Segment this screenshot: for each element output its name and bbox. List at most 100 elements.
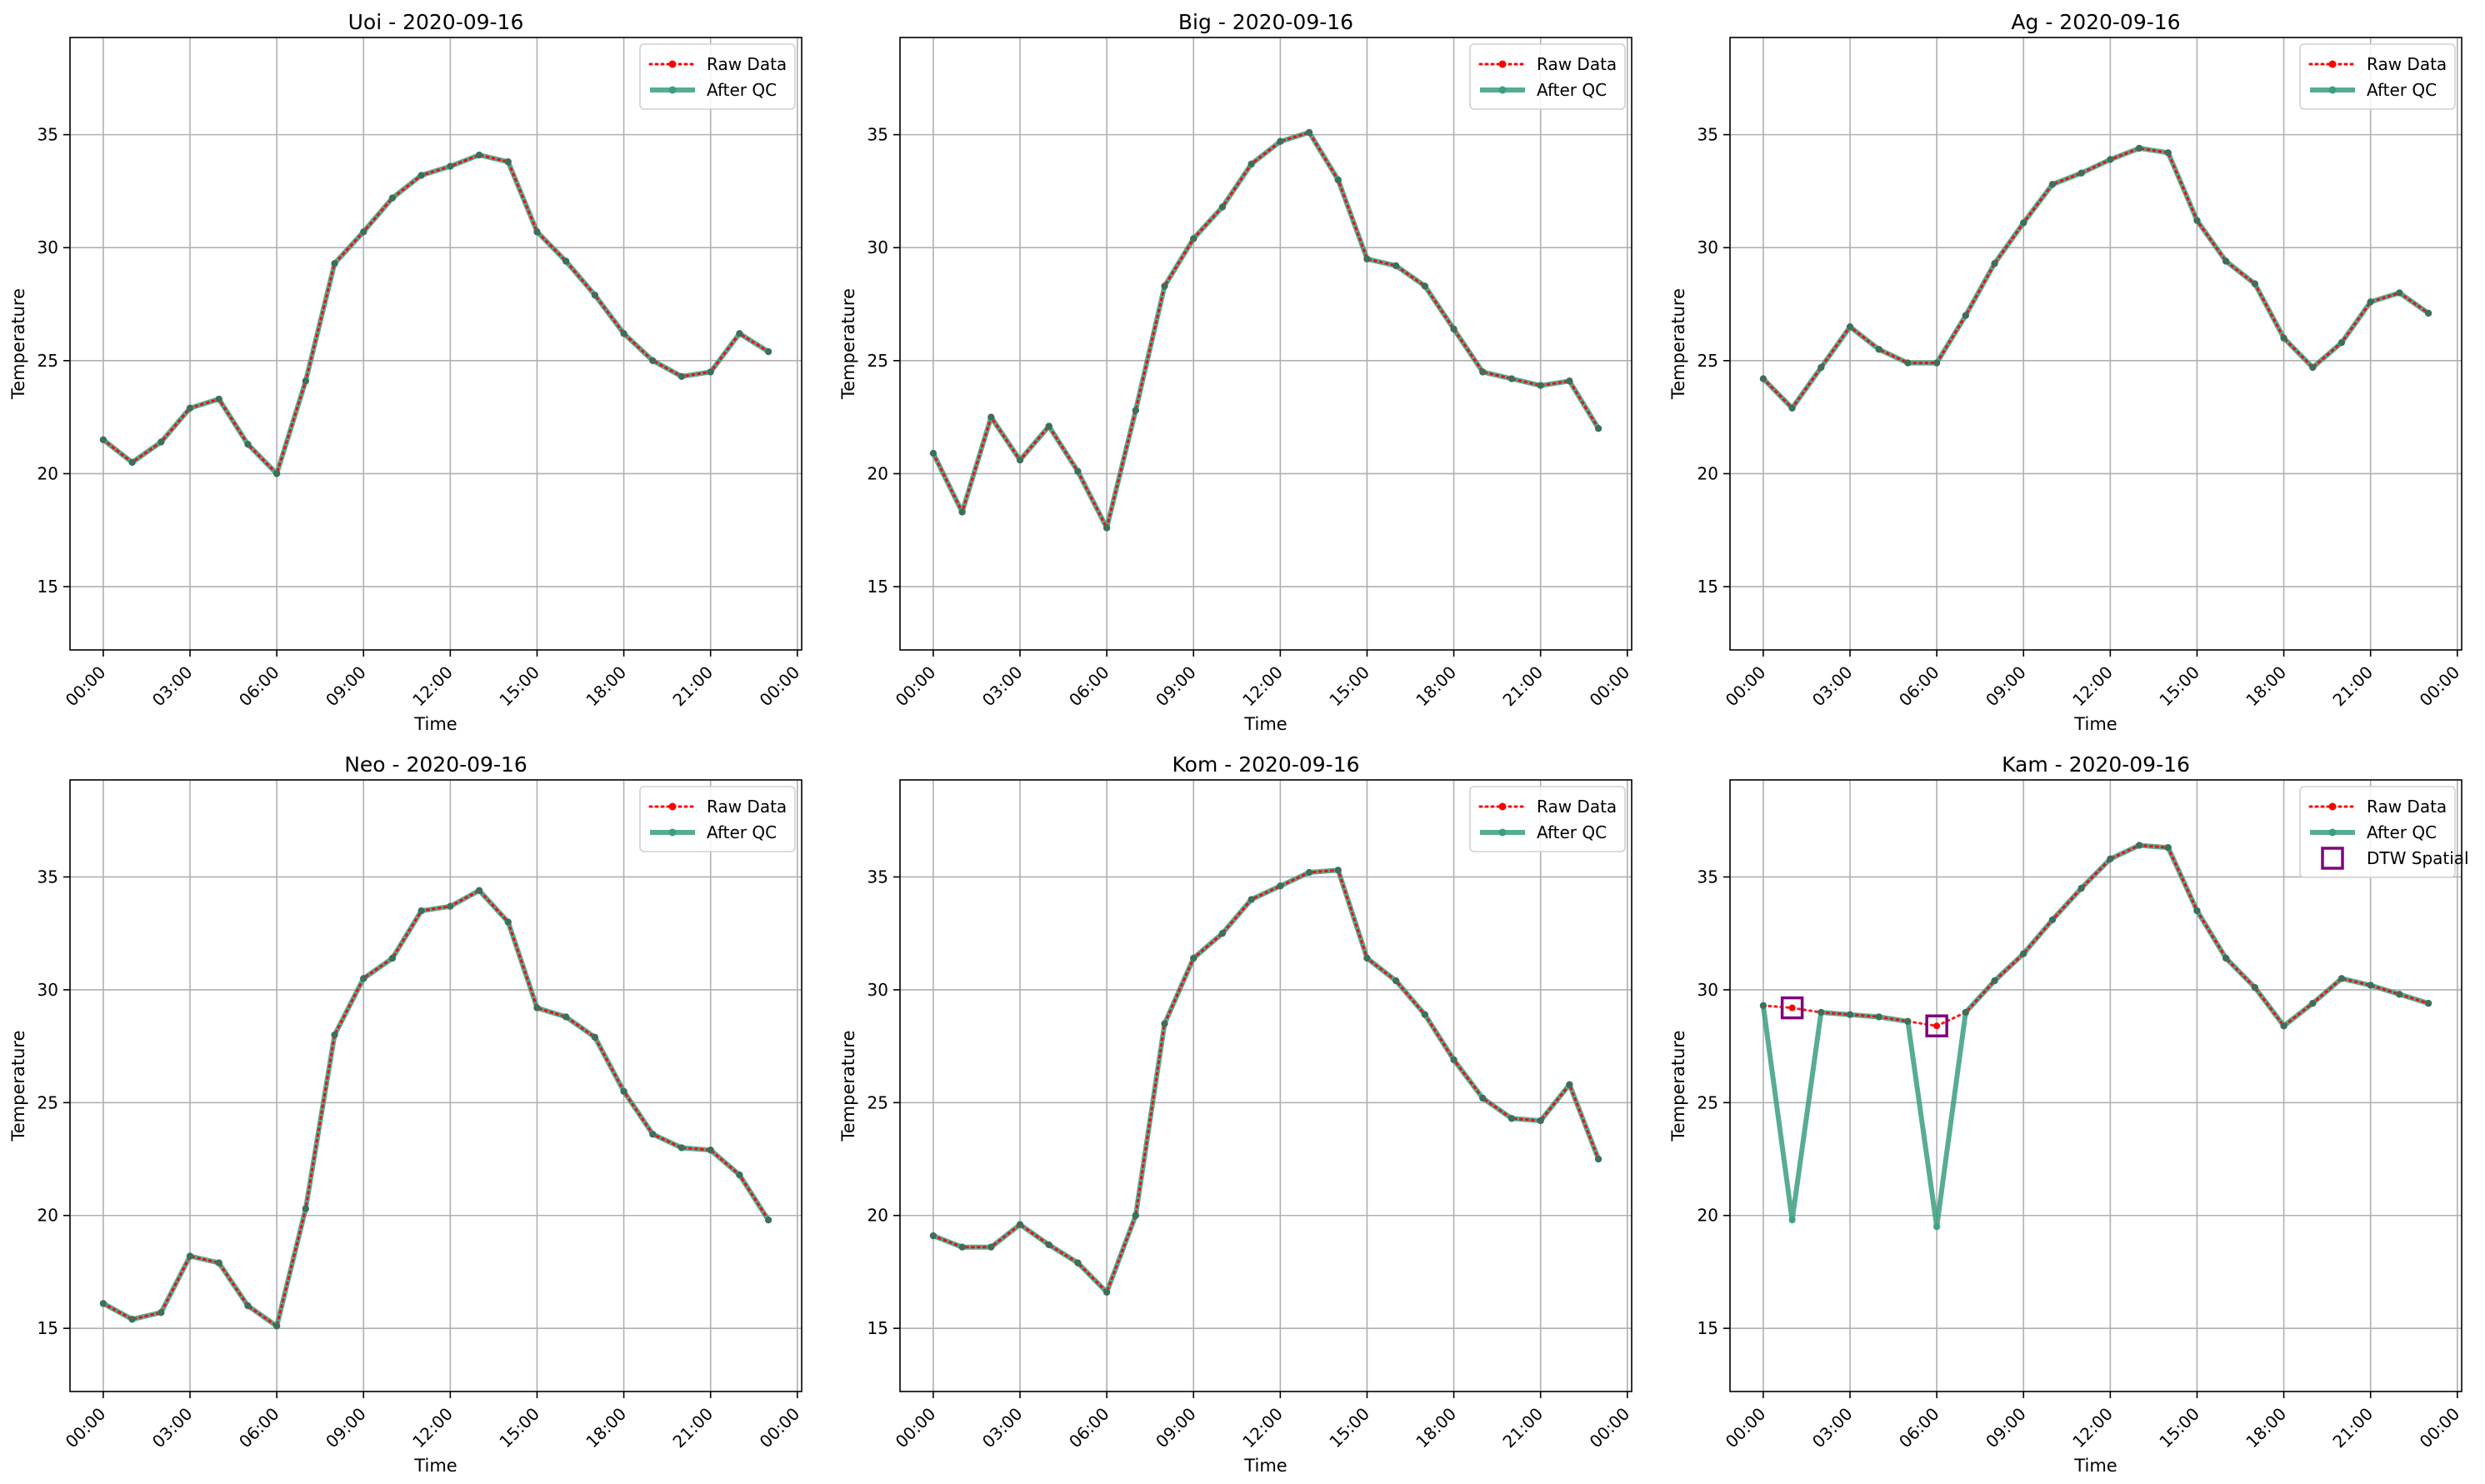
subplot-title: Kam - 2020-09-16 (2002, 752, 2190, 777)
y-tick-label: 25 (868, 1092, 888, 1112)
x-tick-label: 00:00 (892, 662, 940, 711)
axes-frame (69, 779, 802, 1392)
axes-frame (1729, 37, 2462, 651)
legend: Raw Data After QC (1469, 786, 1626, 852)
legend-raw-marker (668, 802, 677, 811)
x-tick-label: 18:00 (1412, 1404, 1460, 1452)
x-tick-label: 06:00 (1065, 662, 1113, 711)
overlap-point (2107, 156, 2114, 163)
x-tick-label: 00:00 (1722, 662, 1770, 711)
x-tick-label: 00:00 (1586, 1404, 1634, 1452)
legend-label: Raw Data (1537, 797, 1617, 817)
x-tick-label: 18:00 (1412, 662, 1460, 711)
subplot-title: Kom - 2020-09-16 (1172, 752, 1360, 777)
legend-qc-marker (1498, 828, 1507, 837)
overlap-point (476, 152, 483, 159)
overlap-point (2078, 169, 2085, 177)
legend: Raw Data After QC (2299, 43, 2456, 110)
x-tick-label: 06:00 (1895, 1404, 1943, 1452)
overlap-point (1788, 404, 1796, 412)
legend-qc-marker (2328, 828, 2337, 837)
x-axis-label: Time (2073, 1456, 2117, 1476)
x-tick-label: 06:00 (235, 662, 283, 711)
overlap-point (958, 1243, 966, 1251)
overlap-point (418, 172, 425, 179)
overlap-point (562, 257, 570, 265)
dtw-spatial-flag (1780, 996, 1804, 1020)
y-tick-label: 20 (1698, 463, 1718, 483)
x-tick-label: 12:00 (408, 662, 457, 711)
overlap-point (1962, 1008, 1969, 1016)
x-tick-label: 03:00 (148, 1404, 197, 1452)
overlap-point (273, 470, 281, 477)
x-tick-label: 03:00 (1808, 1404, 1857, 1452)
overlap-point (418, 907, 425, 915)
overlap-point (1566, 1081, 1573, 1088)
y-tick-label: 35 (1698, 125, 1718, 145)
x-tick-label: 00:00 (2416, 662, 2464, 711)
x-tick-label: 06:00 (1065, 1404, 1113, 1452)
after-qc-line (102, 887, 771, 1329)
x-tick-label: 12:00 (2068, 1404, 2117, 1452)
overlap-point (1759, 375, 1767, 382)
axes-frame (1729, 779, 2462, 1392)
overlap-point (765, 347, 772, 355)
y-axis-label: Temperature (8, 1030, 28, 1142)
x-tick-label: 12:00 (408, 1404, 457, 1452)
x-tick-label: 00:00 (756, 662, 804, 711)
overlap-point (736, 330, 743, 337)
overlap-point (1218, 930, 1226, 937)
overlap-point (273, 1322, 281, 1330)
overlap-point (1392, 262, 1400, 269)
overlap-point (1991, 977, 1998, 985)
after-qc-point (1932, 1223, 1941, 1231)
overlap-point (1045, 422, 1052, 430)
overlap-point (2020, 950, 2028, 957)
overlap-point (591, 292, 598, 299)
x-axis-label: Time (1243, 1456, 1287, 1476)
overlap-point (447, 902, 454, 910)
overlap-point (1479, 368, 1487, 376)
x-tick-label: 09:00 (1152, 1404, 1200, 1452)
legend-flag-swatch (2321, 847, 2344, 870)
overlap-point (2193, 907, 2201, 915)
overlap-point (2280, 1022, 2288, 1030)
legend: Raw Data After QC (1469, 43, 1626, 110)
axes-frame (899, 779, 1632, 1392)
y-tick-label: 30 (1698, 980, 1718, 1000)
overlap-point (1933, 359, 1941, 367)
legend-box (639, 43, 796, 110)
overlap-point (1103, 1288, 1111, 1296)
overlap-point (649, 357, 657, 364)
y-tick-label: 15 (868, 1318, 888, 1338)
subplot-4: Kom - 2020-09-16 00:00 03:00 06:00 09:00 12:0… (838, 752, 1633, 1476)
overlap-point (2222, 954, 2230, 962)
overlap-point (533, 1004, 541, 1012)
y-tick-label: 15 (1698, 1318, 1718, 1338)
overlap-point (1277, 882, 1284, 890)
legend-box (1469, 43, 1626, 110)
overlap-point (1421, 1011, 1428, 1018)
x-tick-label: 18:00 (2242, 662, 2290, 711)
x-tick-label: 03:00 (978, 1404, 1027, 1452)
overlap-point (1161, 282, 1168, 290)
legend-label: After QC (707, 80, 777, 100)
overlap-point (649, 1131, 657, 1138)
overlap-point (1759, 1002, 1767, 1009)
overlap-point (1218, 203, 1226, 211)
y-tick-label: 35 (38, 867, 58, 887)
overlap-point (187, 404, 194, 412)
y-axis-label: Temperature (1668, 1030, 1688, 1142)
overlap-point (1074, 467, 1082, 475)
legend-label: Raw Data (707, 797, 787, 817)
overlap-point (1904, 359, 1912, 367)
overlap-point (1847, 1011, 1854, 1018)
overlap-point (765, 1217, 772, 1224)
overlap-point (2367, 298, 2374, 306)
legend-raw-marker (2328, 802, 2337, 811)
legend-label: After QC (2367, 80, 2437, 100)
x-axis-label: Time (2073, 714, 2117, 734)
legend-label: Raw Data (707, 54, 787, 74)
overlap-point (2193, 217, 2201, 224)
overlap-point (2425, 309, 2432, 317)
